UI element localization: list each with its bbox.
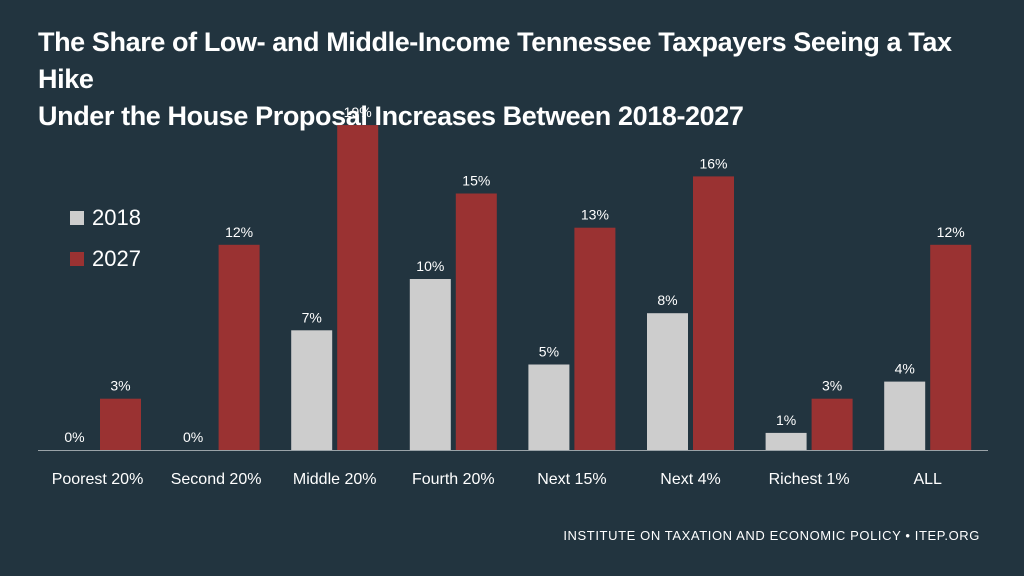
- bar-2018-4: [528, 364, 570, 450]
- data-label-2027-6: 3%: [822, 378, 842, 394]
- legend-swatch-2027: [70, 252, 84, 266]
- bar-2027-6: [811, 398, 853, 450]
- legend-label-2018: 2018: [92, 205, 141, 230]
- data-label-2027-2: 19%: [344, 104, 372, 120]
- bar-2018-2: [291, 330, 333, 450]
- bar-2027-0: [100, 398, 141, 450]
- data-label-2018-5: 8%: [657, 292, 677, 308]
- data-label-2027-4: 13%: [581, 207, 609, 223]
- data-label-2027-3: 15%: [462, 173, 490, 189]
- data-label-2027-7: 12%: [937, 224, 965, 240]
- bar-2027-5: [693, 176, 734, 450]
- bar-2018-6: [765, 432, 807, 450]
- bar-2027-7: [930, 244, 972, 450]
- data-label-2027-1: 12%: [225, 224, 253, 240]
- data-label-2027-0: 3%: [110, 378, 130, 394]
- data-label-2018-3: 10%: [416, 258, 444, 274]
- data-label-2018-2: 7%: [302, 309, 322, 325]
- data-label-2018-0: 0%: [64, 429, 84, 445]
- legend-label-2027: 2027: [92, 246, 141, 271]
- chart-title-line-2: Under the House Proposal Increases Betwe…: [38, 101, 744, 131]
- bar-2027-4: [574, 227, 616, 450]
- data-label-2018-4: 5%: [539, 344, 559, 360]
- bar-2018-7: [884, 381, 926, 450]
- bar-2027-2: [337, 125, 379, 450]
- x-tick-label-5: Next 4%: [660, 471, 720, 488]
- x-tick-label-1: Second 20%: [171, 471, 262, 488]
- x-tick-label-6: Richest 1%: [769, 471, 850, 488]
- bar-2027-1: [218, 244, 260, 450]
- x-tick-label-2: Middle 20%: [293, 471, 377, 488]
- x-tick-label-4: Next 15%: [537, 471, 606, 488]
- x-tick-label-7: ALL: [913, 471, 942, 488]
- legend-swatch-2018: [70, 211, 84, 225]
- source-credit: INSTITUTE ON TAXATION AND ECONOMIC POLIC…: [563, 528, 980, 543]
- chart-title-line-1: The Share of Low- and Middle-Income Tenn…: [38, 27, 952, 94]
- chart-title: The Share of Low- and Middle-Income Tenn…: [38, 24, 998, 135]
- x-tick-label-3: Fourth 20%: [412, 471, 495, 488]
- data-label-2018-6: 1%: [776, 412, 796, 428]
- bar-2018-5: [647, 313, 688, 450]
- data-label-2018-1: 0%: [183, 429, 203, 445]
- bar-2027-3: [455, 193, 497, 450]
- bar-2018-3: [409, 279, 451, 450]
- data-label-2018-7: 4%: [895, 361, 915, 377]
- x-tick-label-0: Poorest 20%: [52, 471, 144, 488]
- data-label-2027-5: 16%: [699, 155, 727, 171]
